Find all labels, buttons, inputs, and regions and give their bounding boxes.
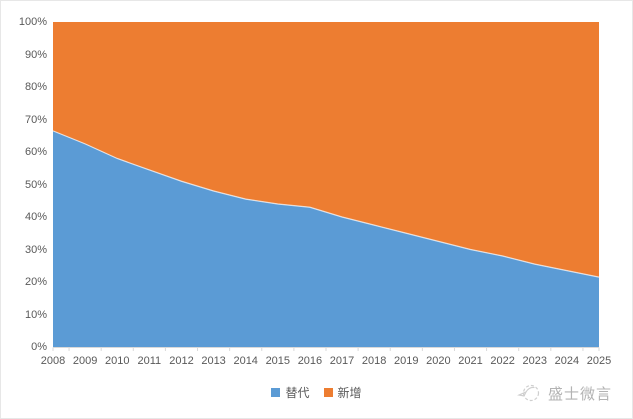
x-axis-label: 2019	[394, 355, 419, 367]
area-series-tidai	[53, 130, 599, 347]
legend-item: 替代	[271, 384, 310, 401]
legend-label: 新增	[337, 386, 362, 400]
y-axis-label: 60%	[24, 146, 47, 158]
y-axis-label: 30%	[24, 243, 47, 256]
x-axis-label: 2011	[137, 355, 162, 367]
y-axis-label: 10%	[24, 308, 47, 321]
legend-swatch-blue	[271, 388, 281, 397]
y-axis-label: 0%	[31, 341, 47, 353]
x-axis-label: 2022	[490, 355, 515, 367]
x-axis-label: 2023	[522, 355, 547, 367]
series-boundary-line	[52, 130, 600, 278]
x-axis-label: 2012	[169, 355, 194, 367]
x-axis-label: 2010	[104, 355, 130, 367]
x-axis-label: 2015	[265, 355, 291, 367]
x-axis-label: 2024	[554, 355, 580, 367]
x-axis-label: 2013	[201, 355, 226, 367]
legend-label: 替代	[285, 386, 310, 400]
y-axis-label: 40%	[24, 211, 47, 223]
legend-swatch-orange	[323, 388, 333, 397]
y-axis-label: 70%	[24, 113, 47, 126]
legend: 替代 新增	[1, 384, 632, 401]
x-axis-label: 2009	[72, 355, 98, 367]
x-axis-label: 2014	[233, 355, 258, 367]
watermark: 盛士微言	[516, 381, 612, 405]
x-axis-label: 2008	[40, 355, 66, 367]
x-axis-label: 2021	[458, 355, 483, 367]
watermark-logo-icon	[516, 384, 540, 402]
x-axis-label: 2025	[586, 355, 612, 367]
x-axis-label: 2018	[361, 355, 387, 367]
legend-item: 新增	[323, 384, 362, 401]
y-axis-label: 20%	[24, 276, 47, 288]
x-axis-label: 2016	[297, 355, 323, 367]
y-axis-label: 90%	[24, 48, 47, 61]
y-axis-label: 50%	[24, 178, 47, 191]
area-series-xinzeng	[53, 22, 599, 278]
watermark-text: 盛士微言	[547, 385, 612, 403]
y-axis-label: 100%	[18, 16, 47, 28]
x-axis-label: 2017	[329, 355, 355, 367]
y-axis-label: 80%	[24, 81, 47, 93]
x-axis-label: 2020	[426, 355, 451, 367]
